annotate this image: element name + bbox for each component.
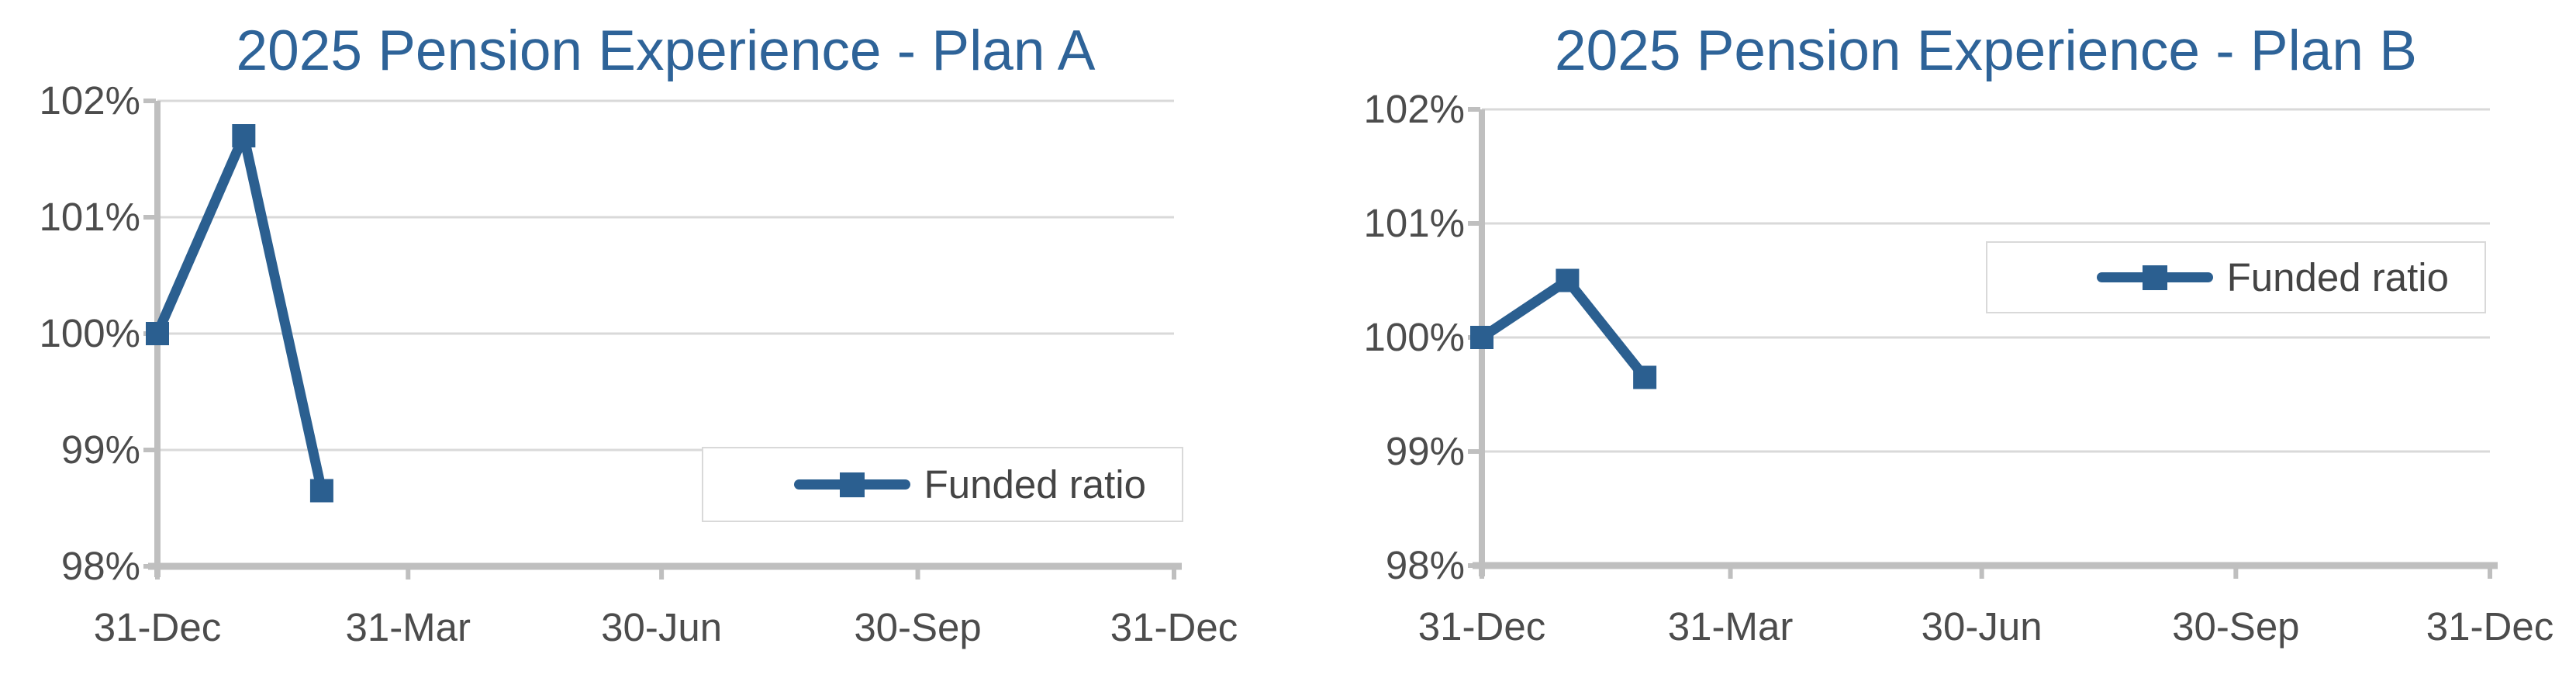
data-point-marker <box>232 124 256 147</box>
legend: Funded ratio <box>1986 241 2486 313</box>
legend-line-marker-icon <box>793 472 910 498</box>
chart-title-plan-a: 2025 Pension Experience - Plan A <box>236 19 1096 82</box>
x-axis-label: 31-Dec <box>1417 604 1546 649</box>
x-axis-label: 30-Sep <box>854 605 982 649</box>
y-axis-label: 102% <box>1363 87 1465 131</box>
funded-ratio-line <box>152 130 327 496</box>
y-axis-label: 100% <box>39 311 140 355</box>
x-axis-label: 30-Sep <box>2172 604 2300 649</box>
data-point-marker <box>1470 326 1493 349</box>
x-axis-label: 31-Mar <box>1667 604 1794 649</box>
y-axis-label: 101% <box>1363 201 1465 245</box>
y-axis-label: 100% <box>1363 315 1465 359</box>
pension-chart-plan-b: 2025 Pension Experience - Plan B Funded … <box>1287 0 2576 692</box>
x-axis-label: 30-Jun <box>1921 604 2042 649</box>
legend: Funded ratio <box>702 447 1183 522</box>
data-point-marker <box>1633 365 1657 389</box>
x-axis-label: 31-Dec <box>93 605 222 649</box>
y-axis-label: 102% <box>39 78 140 123</box>
data-point-marker <box>146 322 169 345</box>
data-point-marker <box>1556 268 1580 292</box>
legend-label: Funded ratio <box>924 462 1146 507</box>
y-axis-label: 98% <box>60 544 140 588</box>
plot-area-svg <box>1468 107 2498 579</box>
funded-ratio-line <box>1476 275 1650 382</box>
legend-square-marker-icon <box>839 472 865 497</box>
x-axis-label: 31-Mar <box>345 605 471 649</box>
chart-title-plan-b: 2025 Pension Experience - Plan B <box>1555 19 2417 82</box>
y-axis-label: 98% <box>1385 543 1465 587</box>
legend-square-marker-icon <box>2142 265 2167 290</box>
x-axis-label: 31-Dec <box>1110 605 1238 649</box>
data-point-marker <box>309 479 333 503</box>
legend-line-marker-icon <box>2096 265 2213 291</box>
x-axis-label: 31-Dec <box>2426 604 2554 649</box>
y-axis-label: 99% <box>60 427 140 472</box>
legend-label: Funded ratio <box>2226 255 2449 299</box>
x-axis-label: 30-Jun <box>601 605 723 649</box>
y-axis-label: 101% <box>39 195 140 239</box>
pension-chart-plan-a: 2025 Pension Experience - Plan A Funded … <box>39 19 1238 649</box>
plot-area-svg <box>143 99 1182 580</box>
y-axis-label: 99% <box>1385 429 1465 473</box>
